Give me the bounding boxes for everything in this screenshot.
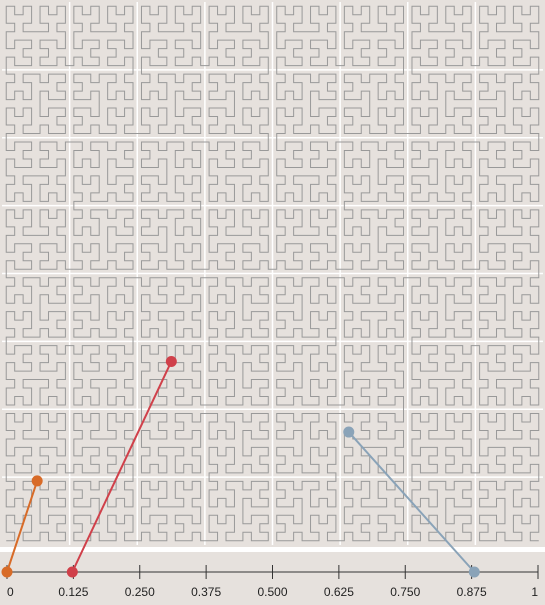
interval-point-marker[interactable] [66,566,78,578]
axis-tick-label: 0.625 [324,585,354,599]
quadrant-grid [2,2,543,545]
axis-tick-label: 1 [531,585,538,599]
axis-tick-label: 0.500 [257,585,287,599]
mapping-link-line [6,480,39,573]
interval-point-marker[interactable] [1,566,13,578]
hilbert-curve [5,5,540,542]
mapping-link-line [348,431,476,573]
plane-point-marker [31,475,43,487]
axis-tick-label: 0.750 [390,585,420,599]
axis-tick-label: 0.125 [58,585,88,599]
mapping-links [1,355,480,578]
interval-point-marker[interactable] [468,566,480,578]
axis-tick-label: 0.375 [191,585,221,599]
axis-tick-label: 0.250 [125,585,155,599]
plane-point-marker [165,355,177,367]
axis-tick-label: 0.875 [457,585,487,599]
mapping-link-line [71,361,173,573]
plane-point-marker [343,426,355,438]
axis-tick-label: 0 [7,585,14,599]
